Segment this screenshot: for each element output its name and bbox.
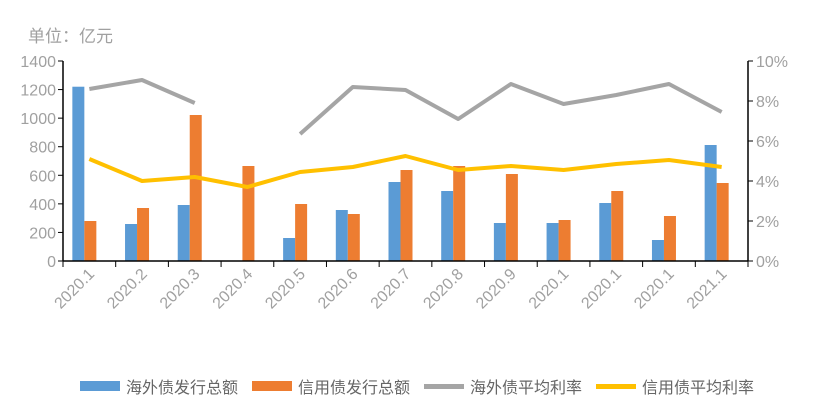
- x-tick-label: 2020.1: [631, 266, 678, 313]
- bar-overseas: [283, 238, 296, 261]
- line-overseas-rate: [89, 78, 196, 105]
- x-tick-label: 2020.6: [315, 266, 362, 313]
- left-tick-label: 600: [29, 168, 56, 185]
- bar-credit: [295, 204, 308, 261]
- x-tick-label: 2020.8: [420, 266, 467, 313]
- x-tick-label: 2020.9: [473, 266, 520, 313]
- bar-credit: [505, 174, 518, 261]
- bar-overseas: [493, 223, 506, 261]
- left-tick-label: 200: [29, 225, 56, 242]
- bar-overseas: [125, 224, 138, 261]
- bar-overseas: [704, 145, 717, 261]
- x-tick-label: 2020.4: [210, 266, 257, 313]
- left-tick-label: 1000: [20, 111, 56, 128]
- left-tick-label: 400: [29, 197, 56, 214]
- legend-label: 海外债发行总额: [125, 380, 238, 397]
- right-tick-label: 0%: [756, 254, 779, 271]
- right-tick-label: 6%: [756, 134, 779, 151]
- x-tick-label: 2020.3: [157, 266, 204, 313]
- right-tick-label: 4%: [756, 174, 779, 191]
- bar-credit: [137, 208, 150, 261]
- left-tick-label: 1200: [20, 83, 56, 100]
- x-tick-label: 2021.1: [684, 266, 731, 313]
- x-tick-label: 2020.7: [368, 266, 415, 313]
- legend-label: 信用债发行总额: [297, 380, 410, 397]
- legend-item-credit-rate: 信用债平均利率: [596, 374, 754, 398]
- bar-overseas: [72, 86, 85, 261]
- legend-item-overseas-issuance: 海外债发行总额: [79, 374, 238, 398]
- legend-item-credit-issuance: 信用债发行总额: [251, 374, 410, 398]
- bar-overseas: [335, 210, 348, 261]
- bar-credit: [558, 220, 571, 261]
- bar-credit: [663, 216, 676, 261]
- legend-swatch: [596, 383, 637, 389]
- x-tick-label: 2020.1: [52, 266, 99, 313]
- line-credit-rate: [88, 154, 722, 189]
- legend-swatch: [424, 383, 464, 389]
- bar-overseas: [599, 203, 612, 261]
- bar-credit: [242, 166, 255, 261]
- bar-overseas: [441, 191, 454, 261]
- legend: 海外债发行总额 信用债发行总额 海外债平均利率 信用债平均利率: [0, 374, 834, 398]
- left-tick-label: 0: [47, 254, 56, 271]
- x-tick-label: 2020.1: [526, 266, 573, 313]
- bar-credit: [400, 170, 413, 261]
- left-tick-label: 800: [29, 140, 56, 157]
- bar-credit: [84, 221, 97, 261]
- right-tick-label: 2%: [756, 214, 779, 231]
- bar-overseas: [546, 223, 559, 261]
- bar-credit: [453, 166, 466, 261]
- legend-item-overseas-rate: 海外债平均利率: [424, 374, 582, 398]
- x-tick-label: 2020.2: [104, 266, 151, 313]
- x-tick-label: 2020.5: [262, 266, 309, 313]
- left-tick-label: 1400: [20, 54, 56, 71]
- bar-overseas: [177, 205, 190, 261]
- bar-overseas: [651, 240, 664, 261]
- x-tick-label: 2020.1: [578, 266, 625, 313]
- bar-overseas: [388, 182, 401, 261]
- legend-swatch: [79, 381, 120, 391]
- bar-credit: [611, 191, 624, 261]
- unit-label: 单位：亿元: [28, 27, 113, 46]
- bar-credit: [189, 115, 202, 261]
- bar-credit: [716, 183, 729, 261]
- legend-label: 信用债平均利率: [642, 380, 755, 397]
- right-tick-label: 10%: [756, 54, 788, 71]
- legend-swatch: [251, 381, 292, 391]
- bar-credit: [347, 214, 360, 261]
- right-tick-label: 8%: [756, 94, 779, 111]
- legend-label: 海外债平均利率: [470, 380, 583, 397]
- line-overseas-rate: [298, 82, 723, 136]
